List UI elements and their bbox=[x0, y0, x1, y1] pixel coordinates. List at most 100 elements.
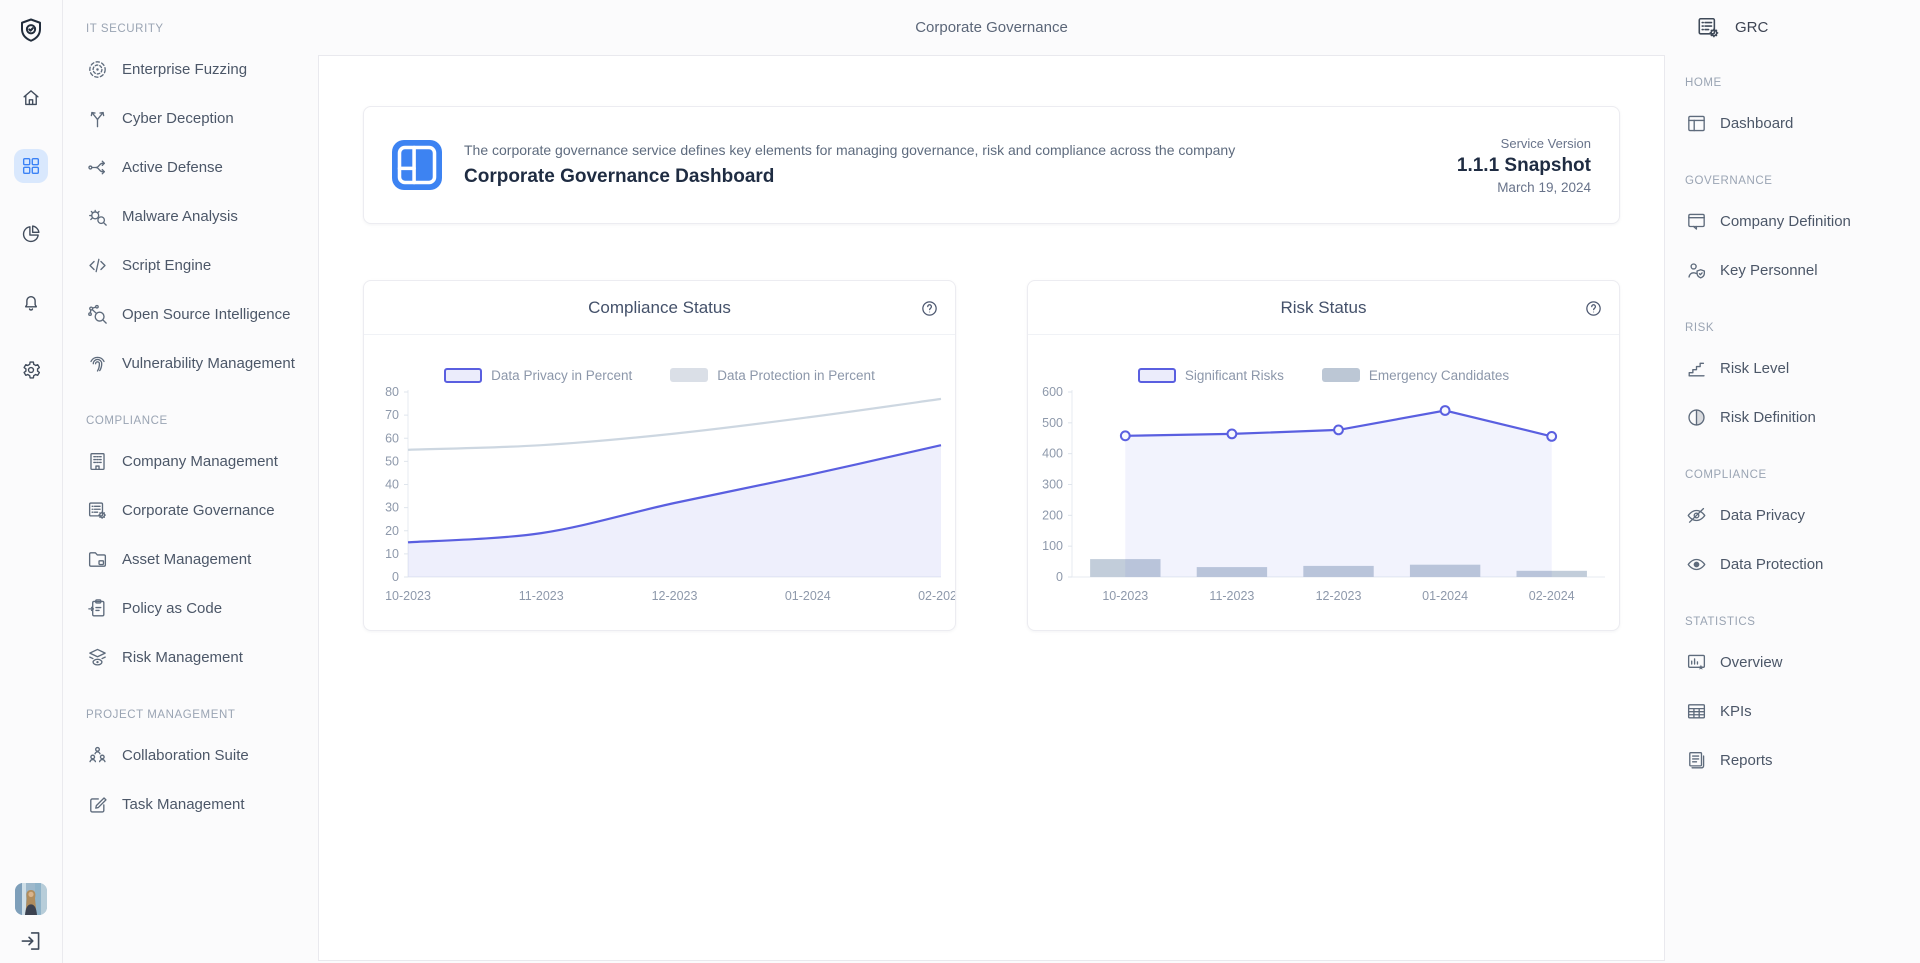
service-version-block: Service Version 1.1.1 Snapshot March 19,… bbox=[1457, 136, 1591, 195]
grc-item-reports[interactable]: Reports bbox=[1665, 736, 1920, 785]
grc-item-key-personnel[interactable]: Key Personnel bbox=[1665, 246, 1920, 295]
item-label: KPIs bbox=[1720, 703, 1752, 720]
sidebar-section-project-management: PROJECT MANAGEMENT Collaboration Suite Tas… bbox=[63, 707, 318, 829]
eye-off-icon bbox=[1685, 504, 1708, 527]
sidebar-item-asset-management[interactable]: Asset Management bbox=[63, 535, 318, 584]
folder-box-icon bbox=[86, 548, 109, 571]
logout-icon[interactable] bbox=[18, 928, 44, 954]
sidebar-item-enterprise-fuzzing[interactable]: Enterprise Fuzzing bbox=[63, 45, 318, 94]
rail-apps-button[interactable] bbox=[14, 149, 48, 183]
svg-text:02-2024: 02-2024 bbox=[918, 589, 955, 603]
svg-text:40: 40 bbox=[385, 478, 399, 492]
grc-item-risk-definition[interactable]: Risk Definition bbox=[1665, 393, 1920, 442]
sidebar-item-cyber-deception[interactable]: Cyber Deception bbox=[63, 94, 318, 143]
service-title: Corporate Governance Dashboard bbox=[464, 166, 775, 187]
grc-item-data-privacy[interactable]: Data Privacy bbox=[1665, 491, 1920, 540]
sidebar-item-vulnerability-management[interactable]: Vulnerability Management bbox=[63, 339, 318, 388]
rail-home-button[interactable] bbox=[14, 81, 48, 115]
icon-rail bbox=[0, 0, 63, 963]
sidebar-item-script-engine[interactable]: Script Engine bbox=[63, 241, 318, 290]
grc-item-dashboard[interactable]: Dashboard bbox=[1665, 99, 1920, 148]
user-shield-icon bbox=[1685, 259, 1708, 282]
grc-item-kpis[interactable]: KPIs bbox=[1665, 687, 1920, 736]
home-icon bbox=[20, 87, 42, 109]
pie-icon bbox=[20, 223, 42, 245]
service-description: The corporate governance service defines… bbox=[464, 142, 1236, 158]
svg-text:11-2023: 11-2023 bbox=[519, 589, 564, 603]
svg-text:12-2023: 12-2023 bbox=[1316, 589, 1362, 603]
sidebar-section-it-security: IT SECURITY Enterprise Fuzzing Cyber Decep… bbox=[63, 21, 318, 388]
grc-item-company-definition[interactable]: Company Definition bbox=[1665, 197, 1920, 246]
service-version-date: March 19, 2024 bbox=[1497, 179, 1591, 195]
svg-text:10: 10 bbox=[385, 547, 399, 561]
sidebar-item-malware-analysis[interactable]: Malware Analysis bbox=[63, 192, 318, 241]
legend-label: Emergency Candidates bbox=[1368, 367, 1510, 383]
avatar[interactable] bbox=[15, 883, 47, 915]
legend-item[interactable]: Significant Risks bbox=[1137, 367, 1284, 383]
item-label: Vulnerability Management bbox=[122, 355, 295, 372]
dashboard-tile-icon bbox=[392, 140, 442, 190]
item-label: Risk Management bbox=[122, 649, 243, 666]
svg-text:60: 60 bbox=[385, 431, 399, 445]
svg-text:11-2023: 11-2023 bbox=[1209, 589, 1254, 603]
sidebar-section-compliance: COMPLIANCE Company Management Corporate Go… bbox=[63, 413, 318, 682]
topbar: Corporate Governance bbox=[318, 0, 1665, 55]
legend-swatch bbox=[1137, 367, 1176, 383]
sidebar-item-corporate-governance[interactable]: Corporate Governance bbox=[63, 486, 318, 535]
sidebar-item-open-source-intelligence[interactable]: Open Source Intelligence bbox=[63, 290, 318, 339]
content-panel: The corporate governance service defines… bbox=[318, 55, 1665, 961]
item-label: Key Personnel bbox=[1720, 262, 1818, 279]
sidebar-item-active-defense[interactable]: Active Defense bbox=[63, 143, 318, 192]
sidebar-item-collaboration-suite[interactable]: Collaboration Suite bbox=[63, 731, 318, 780]
chart-title: Compliance Status bbox=[588, 297, 731, 317]
help-icon[interactable] bbox=[920, 299, 939, 318]
rail-analytics-button[interactable] bbox=[14, 217, 48, 251]
sidebar-item-policy-as-code[interactable]: Policy as Code bbox=[63, 584, 318, 633]
sidebar-item-risk-management[interactable]: Risk Management bbox=[63, 633, 318, 682]
grc-header[interactable]: GRC bbox=[1665, 14, 1920, 41]
svg-text:100: 100 bbox=[1042, 539, 1063, 553]
item-label: Malware Analysis bbox=[122, 208, 238, 225]
item-label: Cyber Deception bbox=[122, 110, 234, 127]
legend-swatch bbox=[444, 367, 483, 383]
charts-row: Compliance Status Data Privacy in Percen… bbox=[319, 224, 1664, 631]
help-icon[interactable] bbox=[1584, 299, 1603, 318]
grc-item-risk-level[interactable]: Risk Level bbox=[1665, 344, 1920, 393]
section-title: COMPLIANCE bbox=[1685, 469, 1767, 481]
page-title: Corporate Governance bbox=[915, 19, 1068, 36]
legend-swatch bbox=[670, 368, 709, 382]
task-edit-icon bbox=[86, 793, 109, 816]
rail-notifications-button[interactable] bbox=[14, 285, 48, 319]
legend-item[interactable]: Data Protection in Percent bbox=[670, 368, 875, 383]
section-title: COMPLIANCE bbox=[86, 415, 168, 427]
legend-item[interactable]: Data Privacy in Percent bbox=[444, 367, 632, 383]
stairs-chart-icon bbox=[1685, 357, 1708, 380]
risk-status-plot: 0 100 200 300 400 500 600 10-2023 11-2023 12-2023… bbox=[1042, 385, 1605, 603]
item-label: Active Defense bbox=[122, 159, 223, 176]
chart-header: Risk Status bbox=[1028, 281, 1619, 335]
chart-legend: Significant Risks Emergency Candidates bbox=[1028, 367, 1619, 383]
sidebar-item-task-management[interactable]: Task Management bbox=[63, 780, 318, 829]
item-label: Company Management bbox=[122, 453, 278, 470]
svg-text:300: 300 bbox=[1042, 478, 1063, 492]
section-title: STATISTICS bbox=[1685, 616, 1756, 628]
sidebar-item-company-management[interactable]: Company Management bbox=[63, 437, 318, 486]
item-label: Asset Management bbox=[122, 551, 252, 568]
item-label: Reports bbox=[1720, 752, 1773, 769]
legend-item[interactable]: Emergency Candidates bbox=[1321, 367, 1510, 383]
svg-text:50: 50 bbox=[385, 454, 399, 468]
chart-legend: Data Privacy in Percent Data Protection i… bbox=[364, 367, 955, 383]
grc-item-data-protection[interactable]: Data Protection bbox=[1665, 540, 1920, 589]
svg-text:02-2024: 02-2024 bbox=[1529, 589, 1575, 603]
grc-item-overview[interactable]: Overview bbox=[1665, 638, 1920, 687]
grc-label: GRC bbox=[1735, 19, 1769, 36]
svg-text:500: 500 bbox=[1042, 416, 1063, 430]
svg-text:600: 600 bbox=[1042, 385, 1063, 399]
contrast-circle-icon bbox=[1685, 406, 1708, 429]
table-icon bbox=[1685, 700, 1708, 723]
branch-y-icon bbox=[86, 107, 109, 130]
section-title: PROJECT MANAGEMENT bbox=[86, 709, 236, 721]
item-label: Collaboration Suite bbox=[122, 747, 249, 764]
rail-settings-button[interactable] bbox=[14, 353, 48, 387]
risk-status-card: Risk Status Significant Risks Emergency C… bbox=[1027, 280, 1620, 631]
